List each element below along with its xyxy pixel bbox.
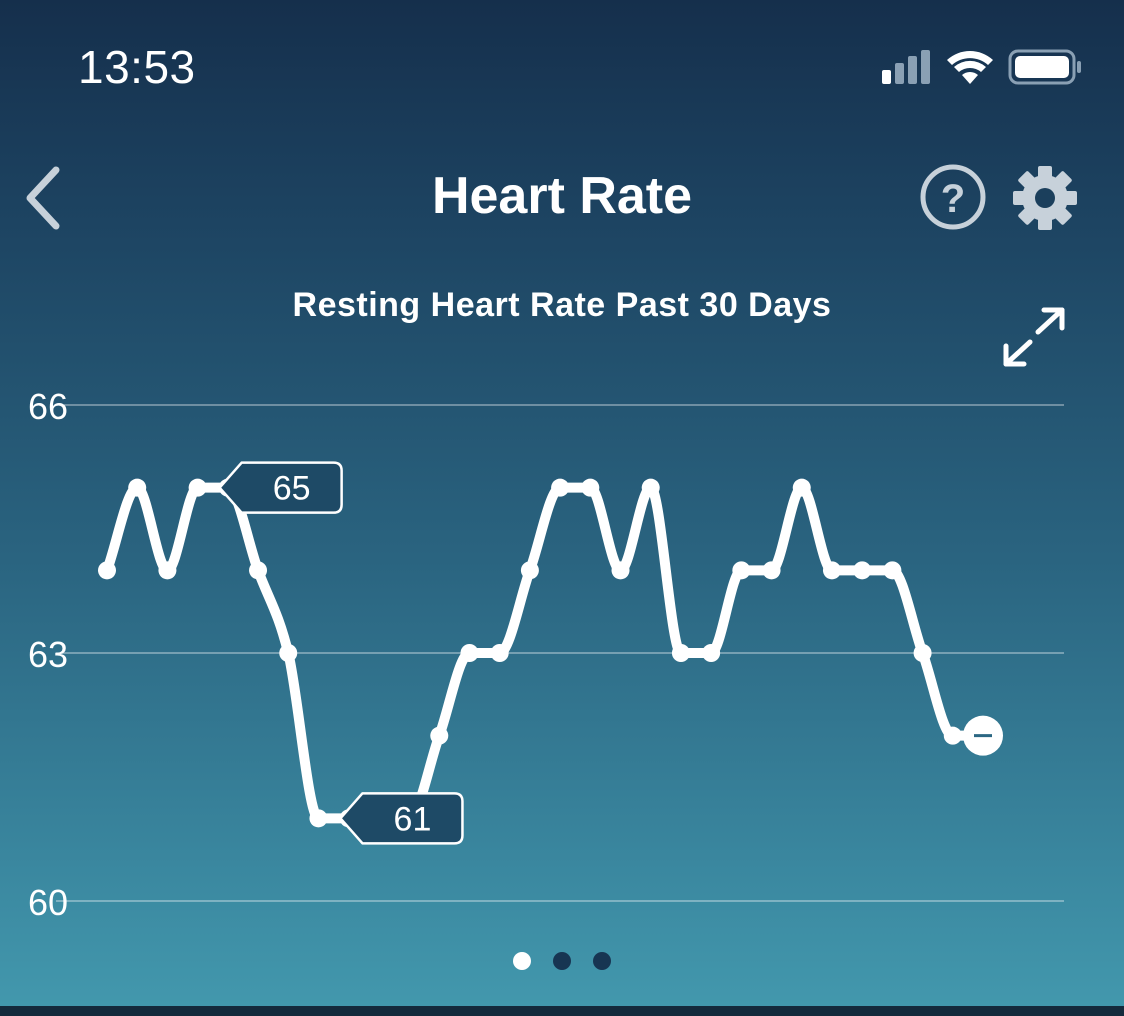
- grid: [56, 404, 1064, 902]
- y-tick-label: 66: [28, 386, 68, 427]
- heart-rate-chart: 66 63 60 65 61: [28, 386, 1064, 923]
- data-point: [581, 478, 600, 497]
- data-point: [520, 561, 539, 580]
- y-tick-label: 63: [28, 634, 68, 675]
- bottom-bar: [0, 1006, 1124, 1016]
- data-point: [249, 561, 268, 580]
- data-point: [460, 644, 479, 662]
- page-dot[interactable]: [513, 952, 531, 970]
- page-dot[interactable]: [553, 952, 571, 970]
- value-callout: 61: [339, 792, 464, 845]
- status-time: 13:53: [78, 41, 196, 93]
- data-point: [853, 561, 872, 580]
- gear-icon: [1013, 166, 1077, 230]
- svg-text:?: ?: [941, 177, 965, 221]
- data-point: [98, 561, 116, 580]
- expand-button[interactable]: [1000, 306, 1068, 370]
- battery-icon: [1008, 49, 1081, 85]
- value-callout: 65: [218, 461, 343, 514]
- question-circle-icon: ?: [920, 164, 986, 230]
- data-point: [702, 644, 721, 662]
- data-point: [490, 644, 509, 662]
- data-point: [822, 561, 841, 580]
- data-point: [551, 478, 570, 497]
- page-title: Heart Rate: [431, 167, 693, 225]
- chart-title: Resting Heart Rate Past 30 Days: [292, 286, 832, 324]
- chevron-left-icon: [26, 166, 60, 230]
- data-point: [762, 561, 781, 580]
- back-button[interactable]: [20, 160, 80, 236]
- page-dot[interactable]: [593, 952, 611, 970]
- data-point: [671, 644, 690, 662]
- annotations: 65 61: [218, 461, 464, 845]
- data-point: [309, 809, 328, 828]
- data-point: [792, 478, 811, 497]
- data-point: [128, 478, 147, 497]
- data-point: [732, 561, 751, 580]
- data-point: [158, 561, 177, 580]
- data-point: [641, 478, 660, 497]
- callout-label: 61: [394, 800, 432, 838]
- wifi-icon: [947, 51, 993, 84]
- status-icons: [882, 49, 1081, 85]
- data-point: [883, 561, 902, 580]
- y-tick-label: 60: [28, 882, 68, 923]
- expand-arrows-icon: [1003, 307, 1065, 367]
- callout-label: 65: [273, 470, 311, 508]
- data-point: [943, 726, 962, 745]
- data-point: [913, 644, 932, 662]
- help-button[interactable]: ?: [918, 162, 988, 232]
- settings-button[interactable]: [1010, 162, 1080, 232]
- y-axis-ticks: 66 63 60: [28, 386, 68, 923]
- data-point: [188, 478, 207, 497]
- page-indicator[interactable]: [0, 952, 1124, 972]
- data-point: [430, 726, 449, 745]
- cellular-signal-icon: [882, 50, 930, 84]
- data-point: [279, 644, 298, 662]
- data-point: [611, 561, 630, 580]
